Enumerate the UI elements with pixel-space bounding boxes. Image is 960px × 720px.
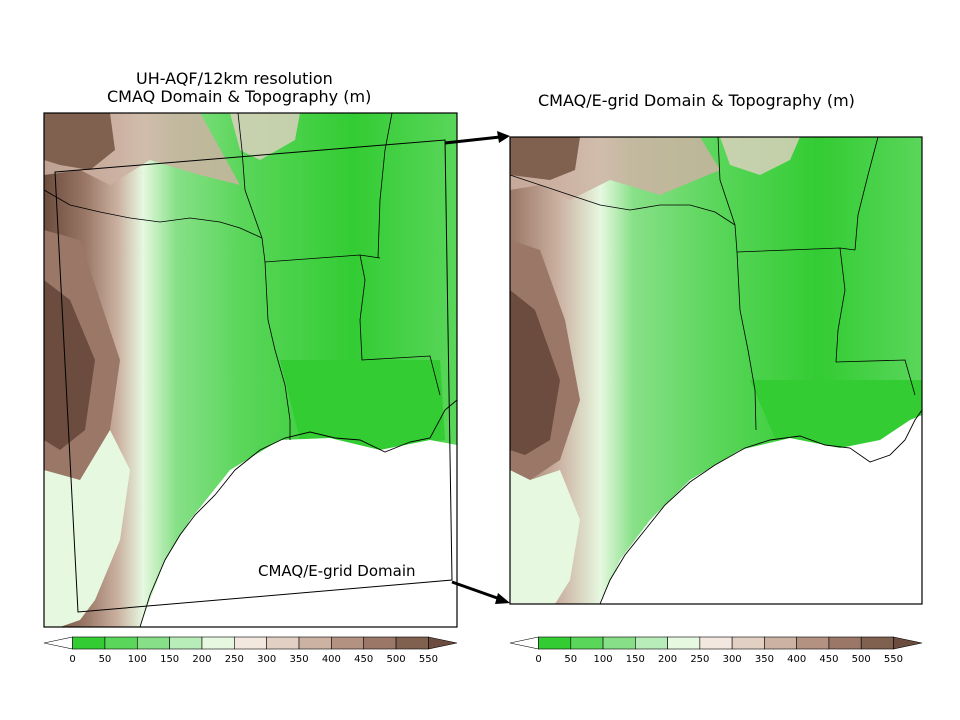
right-colorbar: 0 50 100 150 200 250 300 350 400 450 500 550 xyxy=(509,636,923,665)
right-colorbar-swatch xyxy=(635,636,668,650)
left-border-north xyxy=(237,113,263,239)
right-colorbar-low-triangle xyxy=(509,636,539,650)
right-west-peaks xyxy=(510,290,560,455)
left-colorbar-swatch xyxy=(331,636,365,650)
left-colorbar-swatch xyxy=(363,636,397,650)
right-colorbar-tick-label: 250 xyxy=(690,654,709,665)
left-colorbar-tick-label: 350 xyxy=(289,654,308,665)
left-sabine-border xyxy=(264,261,291,440)
left-north-ridge xyxy=(230,113,300,160)
right-border-north xyxy=(717,137,736,226)
right-northwest-peak xyxy=(510,137,580,180)
right-colorbar-tick-label: 150 xyxy=(626,654,645,665)
left-title-line1: UH-AQF/12km resolution xyxy=(136,69,333,88)
left-colorbar-tick-label: 400 xyxy=(322,654,341,665)
left-colorbar-swatch xyxy=(104,636,138,650)
bottom-zoom-arrow xyxy=(451,580,501,601)
left-colorbar-tick-label: 250 xyxy=(225,654,244,665)
right-colorbar-tick-label: 200 xyxy=(658,654,677,665)
left-colorbar-tick-label: 100 xyxy=(128,654,147,665)
left-colorbar-swatch xyxy=(169,636,203,650)
right-colorbar-tick-label: 300 xyxy=(723,654,742,665)
left-colorbar-high-triangle xyxy=(428,636,458,650)
right-colorbar-swatch xyxy=(667,636,701,650)
right-red-river xyxy=(510,174,736,226)
right-colorbar-tick-label: 450 xyxy=(819,654,838,665)
right-sabine-border xyxy=(736,251,757,431)
right-colorbar-tick-label: 500 xyxy=(852,654,871,665)
left-colorbar-swatch xyxy=(298,636,332,650)
right-map-frame xyxy=(509,136,923,605)
right-gulf-water xyxy=(600,415,922,604)
right-colorbar-swatch xyxy=(731,636,765,650)
left-coastline xyxy=(139,399,457,627)
right-arkansas-border xyxy=(734,224,856,253)
left-colorbar-tick-label: 450 xyxy=(354,654,373,665)
top-zoom-arrow xyxy=(444,135,501,145)
right-colorbar-tick-label: 550 xyxy=(884,654,903,665)
left-southwest-plain xyxy=(44,430,130,627)
right-colorbar-tick-label: 350 xyxy=(755,654,774,665)
left-colorbar-tick-label: 150 xyxy=(160,654,179,665)
inner-domain-label: CMAQ/E-grid Domain xyxy=(258,562,416,580)
left-colorbar-swatch xyxy=(136,636,170,650)
right-map xyxy=(510,137,922,604)
left-west-peaks xyxy=(44,280,95,450)
right-colorbar-tick-label: 0 xyxy=(535,654,541,665)
left-red-river xyxy=(44,189,263,239)
right-coastline xyxy=(599,409,922,604)
right-colorbar-tick-label: 400 xyxy=(787,654,806,665)
left-coastal-lowland xyxy=(280,360,445,450)
left-colorbar-swatch xyxy=(234,636,267,650)
left-title-line2: CMAQ Domain & Topography (m) xyxy=(107,87,372,106)
right-colorbar-swatch xyxy=(764,636,797,650)
left-arkansas-border xyxy=(261,237,381,263)
right-colorbar-swatch xyxy=(828,636,862,650)
top-arrow-head xyxy=(497,131,510,143)
right-colorbar-swatch xyxy=(570,636,604,650)
right-mississippi-river xyxy=(854,137,879,251)
left-colorbar-swatch xyxy=(266,636,300,650)
left-colorbar-swatch xyxy=(72,636,106,650)
left-colorbar-tick-label: 500 xyxy=(387,654,406,665)
left-colorbar: 0 50 100 150 200 250 300 350 400 450 500 550 xyxy=(43,636,458,665)
left-colorbar-low-triangle xyxy=(43,636,73,650)
left-mississippi-river xyxy=(377,113,393,259)
left-inner-domain-box xyxy=(54,139,453,613)
left-colorbar-tick-label: 0 xyxy=(69,654,75,665)
left-northwest-peak xyxy=(44,113,115,170)
right-colorbar-tick-label: 100 xyxy=(594,654,613,665)
left-mississippi-border xyxy=(359,254,441,396)
left-gulf-water xyxy=(140,438,457,627)
left-colorbar-swatch xyxy=(201,636,235,650)
right-southwest-plain xyxy=(510,470,580,604)
right-north-ridge xyxy=(720,137,800,175)
left-map xyxy=(44,113,457,627)
right-colorbar-swatch xyxy=(602,636,636,650)
bottom-arrow-head xyxy=(495,593,510,604)
right-colorbar-swatch xyxy=(860,636,894,650)
left-map-frame xyxy=(43,112,458,628)
left-colorbar-tick-label: 550 xyxy=(419,654,438,665)
left-colorbar-tick-label: 50 xyxy=(99,654,112,665)
right-colorbar-swatch xyxy=(796,636,830,650)
right-colorbar-swatch xyxy=(538,636,572,650)
right-title: CMAQ/E-grid Domain & Topography (m) xyxy=(538,91,855,110)
left-colorbar-swatch xyxy=(395,636,429,650)
right-mississippi-border xyxy=(835,247,916,396)
left-colorbar-tick-label: 200 xyxy=(192,654,211,665)
right-colorbar-high-triangle xyxy=(893,636,923,650)
left-colorbar-tick-label: 300 xyxy=(257,654,276,665)
zoom-arrows xyxy=(444,131,510,604)
right-colorbar-tick-label: 50 xyxy=(564,654,577,665)
right-colorbar-swatch xyxy=(699,636,733,650)
